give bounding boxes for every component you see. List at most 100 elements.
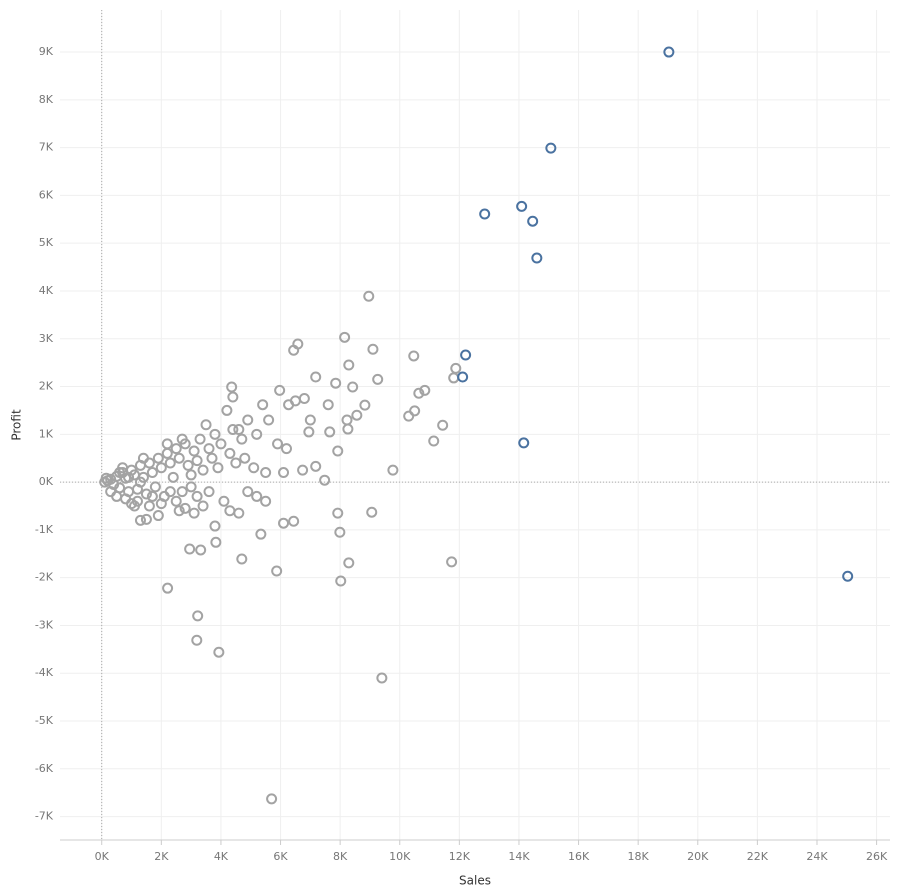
point: [137, 452, 149, 464]
point: [161, 447, 173, 459]
point: [111, 490, 123, 502]
y-tick-label: 0K: [39, 475, 54, 488]
point: [226, 381, 238, 393]
point: [114, 467, 126, 479]
point: [663, 46, 675, 58]
point: [123, 471, 135, 483]
point: [152, 510, 164, 522]
point: [372, 373, 384, 385]
y-tick-label: -7K: [35, 810, 54, 823]
point: [342, 423, 354, 435]
point: [227, 424, 239, 436]
point: [335, 575, 347, 587]
point: [359, 399, 371, 411]
point: [146, 490, 158, 502]
point: [297, 464, 309, 476]
point: [191, 490, 203, 502]
point: [288, 344, 300, 356]
y-tick-label: -6K: [35, 762, 54, 775]
point: [105, 486, 117, 498]
y-tick-label: 6K: [39, 188, 54, 201]
point: [403, 410, 415, 422]
point: [310, 460, 322, 472]
point: [173, 505, 185, 517]
point: [143, 500, 155, 512]
point: [155, 462, 167, 474]
point: [263, 414, 275, 426]
y-tick-label: -5K: [35, 714, 54, 727]
x-tick-label: 0K: [95, 850, 110, 863]
point: [531, 252, 543, 264]
point: [304, 414, 316, 426]
point: [236, 433, 248, 445]
point: [215, 438, 227, 450]
point: [518, 437, 530, 449]
point: [242, 414, 254, 426]
point: [248, 462, 260, 474]
point: [164, 486, 176, 498]
point: [161, 438, 173, 450]
point: [149, 481, 161, 493]
x-tick-label: 4K: [214, 850, 229, 863]
x-tick-label: 16K: [568, 850, 590, 863]
point: [184, 543, 196, 555]
point: [310, 371, 322, 383]
point: [413, 387, 425, 399]
x-tick-label: 18K: [628, 850, 650, 863]
point: [255, 528, 267, 540]
x-tick-label: 20K: [687, 850, 709, 863]
point: [319, 474, 331, 486]
point: [143, 457, 155, 469]
y-axis-title: Profit: [10, 409, 24, 441]
point: [140, 488, 152, 500]
point: [188, 445, 200, 457]
point: [257, 399, 269, 411]
x-tick-label: 24K: [806, 850, 828, 863]
y-tick-label: 8K: [39, 93, 54, 106]
point: [146, 467, 158, 479]
point: [278, 517, 290, 529]
x-axis-title: Sales: [459, 874, 491, 888]
point: [324, 426, 336, 438]
point: [251, 490, 263, 502]
point: [446, 556, 458, 568]
point: [224, 505, 236, 517]
point: [197, 500, 209, 512]
point: [155, 498, 167, 510]
point: [239, 452, 251, 464]
x-tick-label: 2K: [154, 850, 169, 863]
point: [134, 514, 146, 526]
point: [339, 331, 351, 343]
point: [173, 452, 185, 464]
point: [298, 392, 310, 404]
x-tick-label: 8K: [333, 850, 348, 863]
point: [195, 544, 207, 556]
point: [203, 486, 215, 498]
point: [260, 467, 272, 479]
point: [152, 452, 164, 464]
y-tick-label: 7K: [39, 141, 54, 154]
y-tick-label: -1K: [35, 523, 54, 536]
point: [197, 464, 209, 476]
point: [516, 200, 528, 212]
point: [212, 462, 224, 474]
point: [170, 443, 182, 455]
point: [266, 793, 278, 805]
point: [351, 409, 363, 421]
point: [437, 419, 449, 431]
point: [209, 520, 221, 532]
point: [188, 507, 200, 519]
point: [213, 646, 225, 658]
point: [176, 486, 188, 498]
point: [479, 208, 491, 220]
point: [527, 215, 539, 227]
point: [387, 464, 399, 476]
point: [457, 371, 469, 383]
point: [260, 495, 272, 507]
point: [376, 672, 388, 684]
point: [182, 459, 194, 471]
y-tick-label: -4K: [35, 666, 54, 679]
point: [363, 290, 375, 302]
point: [140, 513, 152, 525]
